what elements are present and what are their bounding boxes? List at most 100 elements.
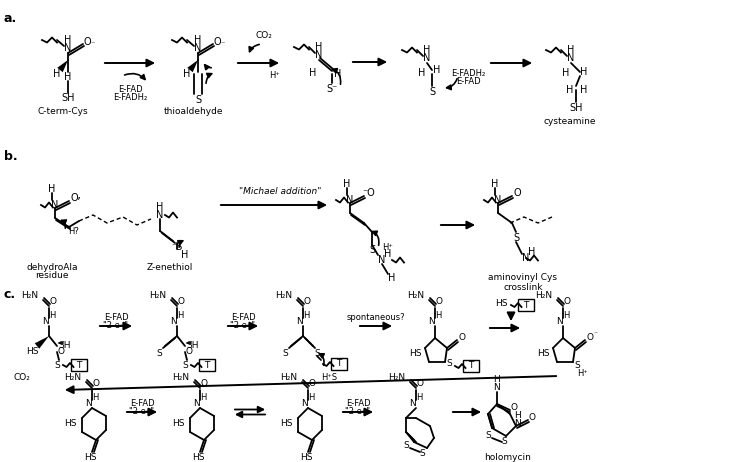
Text: "2 e⁻": "2 e⁻" xyxy=(346,407,370,415)
Text: ⁻S: ⁻S xyxy=(172,242,183,252)
Text: ’: ’ xyxy=(77,195,81,208)
Text: S: S xyxy=(156,348,162,358)
Text: N: N xyxy=(316,50,323,60)
Text: H: H xyxy=(491,179,498,189)
Text: crosslink: crosslink xyxy=(503,282,543,292)
Text: S: S xyxy=(282,348,288,358)
Text: N: N xyxy=(171,317,178,327)
Text: O: O xyxy=(514,188,521,198)
Text: H: H xyxy=(309,68,317,78)
Text: H: H xyxy=(64,72,72,82)
Text: SH: SH xyxy=(569,103,583,113)
Text: holomycin: holomycin xyxy=(485,454,532,462)
Text: N: N xyxy=(556,317,563,327)
Text: H: H xyxy=(177,311,183,321)
Text: S: S xyxy=(419,450,425,458)
Text: H₂N: H₂N xyxy=(21,292,38,300)
Text: ⁻: ⁻ xyxy=(221,39,225,49)
Text: S: S xyxy=(574,361,580,371)
Text: O: O xyxy=(213,37,221,47)
Text: S: S xyxy=(403,442,409,450)
Text: O: O xyxy=(185,347,193,357)
Text: N: N xyxy=(523,253,529,263)
Text: H⁺: H⁺ xyxy=(270,72,280,80)
Text: HS: HS xyxy=(26,346,38,355)
Text: SH: SH xyxy=(187,341,200,351)
Text: E-FAD: E-FAD xyxy=(117,85,142,95)
Text: N: N xyxy=(428,317,435,327)
Text: S: S xyxy=(195,95,201,105)
Text: N: N xyxy=(157,210,163,220)
Text: HS: HS xyxy=(64,419,76,428)
Text: H⁺S: H⁺S xyxy=(321,373,337,383)
Text: O: O xyxy=(70,193,78,203)
Text: H₂N: H₂N xyxy=(280,373,297,383)
Text: H: H xyxy=(334,69,342,79)
FancyBboxPatch shape xyxy=(463,360,479,372)
Text: C-term-Cys: C-term-Cys xyxy=(38,108,88,116)
Text: O: O xyxy=(563,298,571,306)
Text: H: H xyxy=(566,85,574,95)
Text: N: N xyxy=(297,317,303,327)
Text: H₂N: H₂N xyxy=(407,292,425,300)
Text: N: N xyxy=(567,53,575,63)
Text: HS: HS xyxy=(280,419,292,428)
Text: H: H xyxy=(194,35,202,45)
Text: spontaneous?: spontaneous? xyxy=(346,312,405,322)
Text: S⁻: S⁻ xyxy=(326,84,337,94)
Text: H⁺: H⁺ xyxy=(383,243,393,253)
Text: H: H xyxy=(48,184,56,194)
Text: H: H xyxy=(316,42,323,52)
FancyBboxPatch shape xyxy=(331,358,347,370)
Text: ⁻: ⁻ xyxy=(91,39,95,49)
Text: N: N xyxy=(194,43,202,53)
Text: T: T xyxy=(523,300,529,310)
Text: O: O xyxy=(435,298,443,306)
Text: O: O xyxy=(93,379,99,389)
Text: H⁺: H⁺ xyxy=(578,370,588,378)
Text: O: O xyxy=(83,37,91,47)
Text: H: H xyxy=(183,69,191,79)
Text: dehydroAla: dehydroAla xyxy=(26,262,78,272)
Polygon shape xyxy=(35,336,49,349)
Text: CO₂: CO₂ xyxy=(14,372,30,382)
Text: HS: HS xyxy=(495,298,508,308)
Text: O: O xyxy=(178,298,184,306)
FancyBboxPatch shape xyxy=(518,299,534,311)
Text: O: O xyxy=(587,334,593,342)
Text: H₂N: H₂N xyxy=(535,292,553,300)
Text: H: H xyxy=(384,249,392,259)
Text: H: H xyxy=(303,311,309,321)
Text: H: H xyxy=(64,35,72,45)
Text: H?: H? xyxy=(69,226,79,236)
Text: HS: HS xyxy=(172,419,184,428)
Text: cysteamine: cysteamine xyxy=(544,117,596,127)
Text: E-FADH₂: E-FADH₂ xyxy=(451,68,485,78)
Text: N: N xyxy=(64,43,72,53)
Polygon shape xyxy=(187,60,198,72)
Text: H: H xyxy=(423,45,431,55)
Text: E-FAD: E-FAD xyxy=(130,399,154,407)
Text: H: H xyxy=(529,247,535,257)
Text: H₂N: H₂N xyxy=(389,373,406,383)
Text: N: N xyxy=(302,400,309,408)
Text: O: O xyxy=(529,413,535,423)
Text: O: O xyxy=(200,379,208,389)
Text: ⁻: ⁻ xyxy=(593,329,597,339)
Text: H: H xyxy=(581,67,587,77)
Text: H₂N: H₂N xyxy=(65,373,81,383)
Text: H: H xyxy=(92,394,98,402)
Text: H: H xyxy=(494,376,501,384)
Text: "2 e⁻": "2 e⁻" xyxy=(103,321,129,329)
Text: O: O xyxy=(511,403,517,413)
Text: N: N xyxy=(423,53,431,63)
Text: H: H xyxy=(562,311,569,321)
Text: N: N xyxy=(494,195,501,205)
Text: CO₂: CO₂ xyxy=(255,31,273,41)
Text: H: H xyxy=(433,65,441,75)
Text: N: N xyxy=(43,317,50,327)
Polygon shape xyxy=(57,60,68,72)
Text: Z-enethiol: Z-enethiol xyxy=(147,262,194,272)
Text: N: N xyxy=(514,419,521,428)
Text: N: N xyxy=(86,400,93,408)
